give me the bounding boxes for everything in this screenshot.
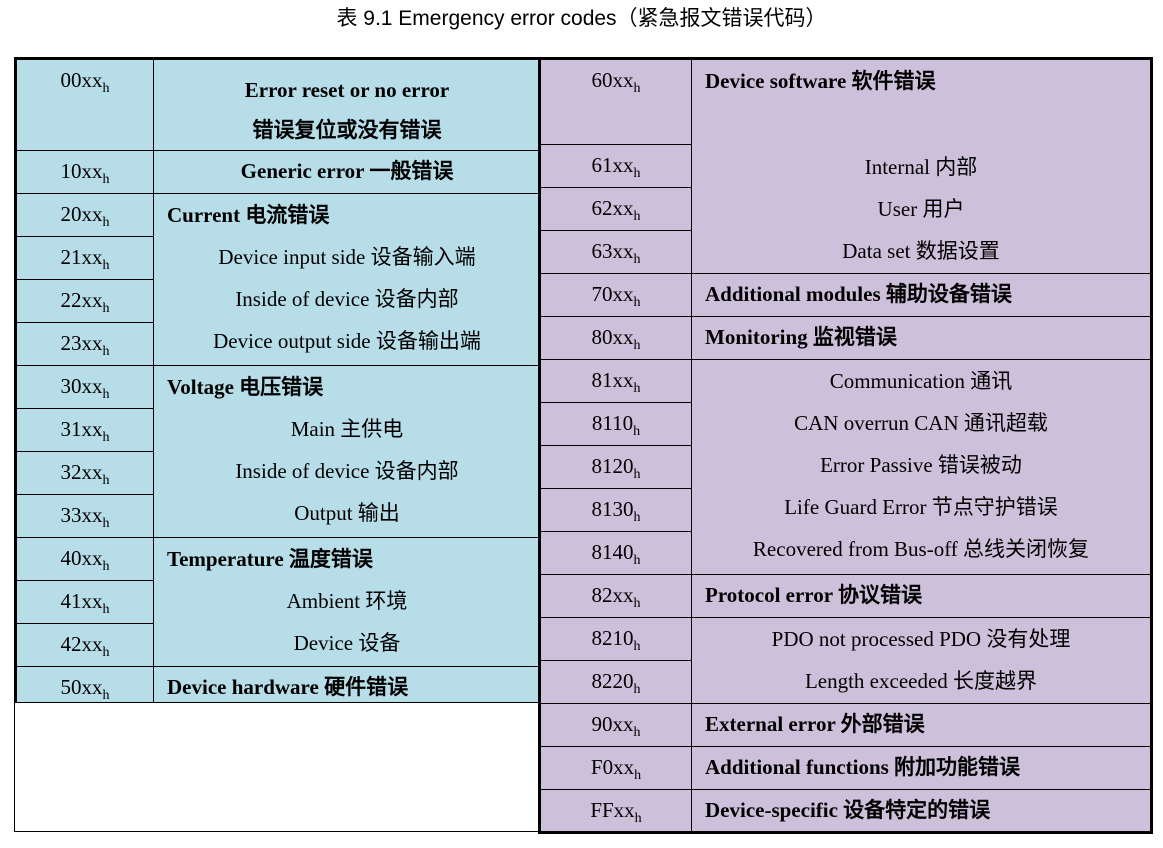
error-description: Additional functions 附加功能错误 xyxy=(691,746,1152,790)
error-code: 33xxh xyxy=(15,494,154,538)
left-error-table: 00xxh Error reset or no error 错误复位或没有错误 1… xyxy=(14,57,543,711)
group-item: Recovered from Bus-off 总线关闭恢复 xyxy=(752,537,1090,561)
table-row: 10xxh Generic error 一般错误 xyxy=(15,150,542,194)
error-code: F0xxh xyxy=(539,746,692,790)
error-description: Protocol error 协议错误 xyxy=(691,574,1152,618)
group-item: Internal 内部 xyxy=(864,155,978,179)
error-code: 30xxh xyxy=(15,365,154,409)
error-code: 21xxh xyxy=(15,236,154,280)
group-item: Life Guard Error 节点守护错误 xyxy=(784,495,1058,519)
group-item: PDO not processed PDO 没有处理 xyxy=(771,627,1071,651)
error-code: 63xxh xyxy=(539,230,692,274)
table-row: 21xxh xyxy=(15,236,542,280)
error-code: 8210h xyxy=(539,617,692,661)
table-row: 8120h xyxy=(539,445,1152,489)
error-code: FFxxh xyxy=(539,789,692,833)
error-description: External error 外部错误 xyxy=(691,703,1152,747)
communication-error-group: Communication 通讯 CAN overrun CAN 通讯超载 Er… xyxy=(691,359,1152,575)
table-row: F0xxh Additional functions 附加功能错误 xyxy=(539,746,1152,790)
table-row: 81xxh Communication 通讯 CAN overrun CAN 通… xyxy=(539,359,1152,575)
error-description: Monitoring 监视错误 xyxy=(691,316,1152,360)
table-row: 8210h PDO not processed PDO 没有处理 Length … xyxy=(539,617,1152,704)
table-row: 41xxh xyxy=(15,580,542,624)
error-code: 61xxh xyxy=(539,144,692,188)
error-description: Additional modules 辅助设备错误 xyxy=(691,273,1152,317)
table-row: 8220h xyxy=(539,660,1152,704)
error-code: 8110h xyxy=(539,402,692,446)
group-item: Main 主供电 xyxy=(290,417,404,441)
error-code: 42xxh xyxy=(15,623,154,667)
group-heading: Device software 软件错误 xyxy=(705,69,936,93)
error-code: 20xxh xyxy=(15,193,154,237)
error-description: Error reset or no error 错误复位或没有错误 xyxy=(153,58,542,151)
error-code: 40xxh xyxy=(15,537,154,581)
error-code: 70xxh xyxy=(539,273,692,317)
table-row: 82xxh Protocol error 协议错误 xyxy=(539,574,1152,618)
error-code: 41xxh xyxy=(15,580,154,624)
table-row: 33xxh xyxy=(15,494,542,538)
group-item: Device input side 设备输入端 xyxy=(218,245,476,269)
table-row: 32xxh xyxy=(15,451,542,495)
error-code: 8130h xyxy=(539,488,692,532)
error-code: 31xxh xyxy=(15,408,154,452)
group-item: User 用户 xyxy=(877,197,965,221)
error-description: Device-specific 设备特定的错误 xyxy=(691,789,1152,833)
error-code: 10xxh xyxy=(15,150,154,194)
group-item: CAN overrun CAN 通讯超载 xyxy=(794,411,1048,435)
table-row: 00xxh Error reset or no error 错误复位或没有错误 xyxy=(15,58,542,151)
error-code: 00xxh xyxy=(15,58,154,151)
error-code: 23xxh xyxy=(15,322,154,366)
table-row: 90xxh External error 外部错误 xyxy=(539,703,1152,747)
error-code: 81xxh xyxy=(539,359,692,403)
group-item: Data set 数据设置 xyxy=(842,239,1000,263)
table-row: 30xxh Voltage 电压错误 Main 主供电 Inside of de… xyxy=(15,365,542,538)
error-code: 80xxh xyxy=(539,316,692,360)
group-item: Communication 通讯 xyxy=(829,369,1013,393)
error-code: 62xxh xyxy=(539,187,692,231)
group-item: Ambient 环境 xyxy=(286,589,408,613)
group-item: Output 输出 xyxy=(294,501,400,525)
error-code: 8220h xyxy=(539,660,692,704)
table-row: 62xxh xyxy=(539,187,1152,231)
table-row: 8140h xyxy=(539,531,1152,575)
group-item: Inside of device 设备内部 xyxy=(235,459,459,483)
group-item: Error Passive 错误被动 xyxy=(820,453,1022,477)
empty-area xyxy=(14,702,540,832)
current-error-group: Current 电流错误 Device input side 设备输入端 Ins… xyxy=(153,193,542,366)
temperature-error-group: Temperature 温度错误 Ambient 环境 Device 设备 xyxy=(153,537,542,667)
table-row: 42xxh xyxy=(15,623,542,667)
table-row: 31xxh xyxy=(15,408,542,452)
software-error-group: Device software 软件错误 Internal 内部 User 用户… xyxy=(691,58,1152,274)
error-code: 32xxh xyxy=(15,451,154,495)
error-code: 90xxh xyxy=(539,703,692,747)
table-row: 20xxh Current 电流错误 Device input side 设备输… xyxy=(15,193,542,366)
table-row: 60xxh Device software 软件错误 Internal 内部 U… xyxy=(539,58,1152,274)
error-code: 60xxh xyxy=(539,58,692,145)
error-description: Generic error 一般错误 xyxy=(153,150,542,194)
group-heading: Voltage 电压错误 xyxy=(167,375,324,399)
table-caption: 表 9.1 Emergency error codes（紧急报文错误代码） xyxy=(336,7,827,30)
group-item: Inside of device 设备内部 xyxy=(235,287,459,311)
group-heading: Temperature 温度错误 xyxy=(167,547,373,571)
table-row: 23xxh xyxy=(15,322,542,366)
voltage-error-group: Voltage 电压错误 Main 主供电 Inside of device 设… xyxy=(153,365,542,538)
group-item: Device output side 设备输出端 xyxy=(213,329,481,353)
table-row: 22xxh xyxy=(15,279,542,323)
error-code: 82xxh xyxy=(539,574,692,618)
table-row: FFxxh Device-specific 设备特定的错误 xyxy=(539,789,1152,833)
table-row: 61xxh xyxy=(539,144,1152,188)
group-item: Length exceeded 长度越界 xyxy=(804,669,1038,693)
group-item: Device 设备 xyxy=(293,631,401,655)
right-error-table: 60xxh Device software 软件错误 Internal 内部 U… xyxy=(538,57,1153,834)
protocol-error-group: PDO not processed PDO 没有处理 Length exceed… xyxy=(691,617,1152,704)
table-row: 40xxh Temperature 温度错误 Ambient 环境 Device… xyxy=(15,537,542,667)
error-code: 8140h xyxy=(539,531,692,575)
error-code: 8120h xyxy=(539,445,692,489)
table-row: 8130h xyxy=(539,488,1152,532)
error-code: 22xxh xyxy=(15,279,154,323)
group-heading: Current 电流错误 xyxy=(167,203,330,227)
table-row: 70xxh Additional modules 辅助设备错误 xyxy=(539,273,1152,317)
table-row: 80xxh Monitoring 监视错误 xyxy=(539,316,1152,360)
